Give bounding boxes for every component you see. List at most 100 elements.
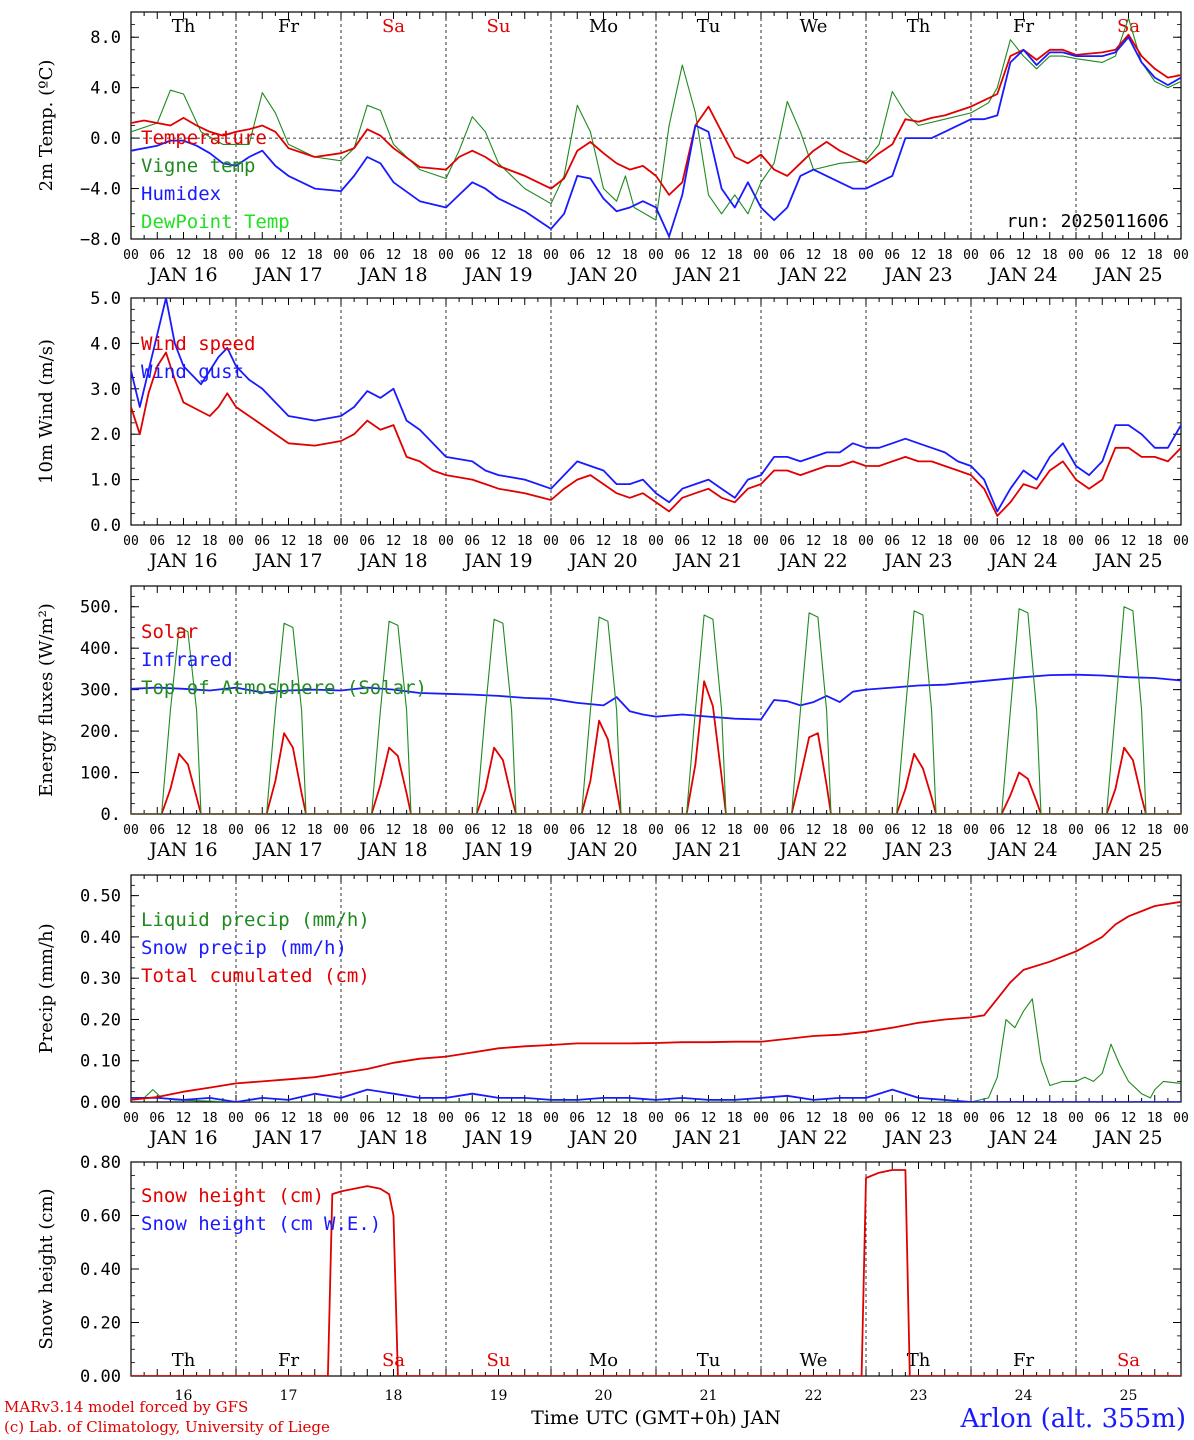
run-annotation: run: 2025011606 [1006, 211, 1169, 232]
y-tick-label: 5.0 [90, 289, 121, 309]
y-tick-label: 0.0 [90, 129, 121, 149]
hour-label: 00 [1173, 1111, 1189, 1126]
y-tick-label: −4.0 [80, 180, 121, 200]
legend-entry: Snow precip (mm/h) [141, 937, 347, 959]
y-tick-label: 0.20 [80, 1010, 121, 1030]
hour-label: 18 [937, 248, 953, 263]
day-name: Th [172, 16, 196, 37]
date-label: JAN 18 [357, 550, 427, 572]
y-axis-label: Precip (mm/h) [36, 923, 57, 1053]
date-label: JAN 20 [567, 264, 637, 286]
hour-label: 06 [674, 1111, 690, 1126]
hour-label: 12 [1121, 823, 1137, 838]
hour-label: 06 [1094, 248, 1110, 263]
hour-label: 12 [911, 534, 927, 549]
day-name: Sa [1117, 1350, 1140, 1371]
hour-label: 00 [333, 823, 349, 838]
y-tick-label: −8.0 [80, 230, 121, 250]
hour-label: 00 [123, 823, 139, 838]
legend-entry: Vigne temp [141, 155, 255, 177]
day-number-label: 16 [175, 1388, 193, 1404]
date-label: JAN 21 [672, 1127, 742, 1149]
hour-label: 12 [596, 248, 612, 263]
y-tick-label: 0.80 [80, 1153, 121, 1173]
date-label: JAN 23 [882, 1127, 952, 1149]
hour-label: 00 [1068, 1111, 1084, 1126]
hour-label: 00 [963, 534, 979, 549]
day-number-label: 23 [910, 1388, 928, 1404]
legend-entry: Top of Atmosphere (Solar) [141, 677, 427, 699]
panel-wind: 0.0 1.0 2.0 3.0 4.0 5.0 10m Wind (m/s) 00 06 12 18… [36, 289, 1189, 572]
hour-label: 12 [281, 1111, 297, 1126]
hour-label: 00 [543, 248, 559, 263]
date-label: JAN 21 [672, 550, 742, 572]
date-label: JAN 18 [357, 839, 427, 861]
hour-label: 18 [1042, 1111, 1058, 1126]
day-name: We [800, 1350, 828, 1371]
hour-label: 12 [176, 248, 192, 263]
hour-label: 12 [911, 1111, 927, 1126]
panel-energy: 0. 100. 200. 300. 400. 500. Energy fluxes (W/m… [36, 585, 1189, 861]
hour-label: 00 [228, 1111, 244, 1126]
day-number-label: 22 [805, 1388, 823, 1404]
date-label: JAN 16 [147, 1127, 217, 1149]
hour-label: 12 [806, 534, 822, 549]
hour-label: 12 [491, 823, 507, 838]
hour-label: 12 [491, 534, 507, 549]
y-tick-label: 0.20 [80, 1314, 121, 1334]
hour-label: 06 [674, 534, 690, 549]
series-group [131, 298, 1181, 517]
hour-label: 18 [412, 534, 428, 549]
hour-label: 06 [989, 248, 1005, 263]
day-name: Sa [1117, 16, 1140, 37]
hour-label: 12 [386, 534, 402, 549]
hour-label: 18 [202, 1111, 218, 1126]
day-name: Su [487, 1350, 511, 1371]
hour-label: 00 [1068, 248, 1084, 263]
hour-label: 00 [858, 823, 874, 838]
hour-label: 06 [779, 248, 795, 263]
hour-label: 18 [517, 1111, 533, 1126]
date-label: JAN 25 [1092, 839, 1162, 861]
day-name: Fr [278, 1350, 299, 1371]
hour-label: 00 [543, 534, 559, 549]
hour-label: 12 [491, 248, 507, 263]
date-label: JAN 22 [777, 550, 847, 572]
model-credit: MARv3.14 model forced by GFS [4, 1398, 249, 1416]
hour-label: 18 [622, 534, 638, 549]
hour-label: 00 [438, 823, 454, 838]
hour-label: 18 [307, 823, 323, 838]
legend-entry: Humidex [141, 183, 221, 205]
hour-label: 12 [176, 823, 192, 838]
hour-label: 00 [228, 248, 244, 263]
hour-label: 00 [753, 534, 769, 549]
day-name: Su [487, 16, 511, 37]
date-label: JAN 19 [462, 1127, 532, 1149]
hour-label: 06 [569, 1111, 585, 1126]
hour-label: 18 [727, 823, 743, 838]
hour-label: 18 [727, 248, 743, 263]
hour-label: 18 [307, 1111, 323, 1126]
series-group [131, 17, 1181, 238]
day-number-label: 17 [280, 1388, 298, 1404]
y-tick-label: 2.0 [90, 425, 121, 445]
date-label: JAN 22 [777, 1127, 847, 1149]
hour-label: 18 [202, 534, 218, 549]
hour-label: 12 [281, 248, 297, 263]
hour-label: 00 [1173, 534, 1189, 549]
hour-label: 06 [149, 1111, 165, 1126]
hour-label: 18 [202, 823, 218, 838]
hour-label: 00 [648, 1111, 664, 1126]
day-number-label: 25 [1120, 1388, 1138, 1404]
hour-label: 06 [254, 823, 270, 838]
hour-label: 18 [202, 248, 218, 263]
y-tick-label: 0.0 [90, 516, 121, 536]
y-tick-label: 4.0 [90, 79, 121, 99]
hour-label: 18 [937, 534, 953, 549]
series-line-snow-height-cm- [131, 1169, 1181, 1376]
day-number-label: 24 [1015, 1388, 1033, 1404]
day-name: Tu [697, 1350, 721, 1371]
y-tick-label: 8.0 [90, 28, 121, 48]
day-name: Sa [382, 1350, 405, 1371]
date-label: JAN 24 [987, 550, 1057, 572]
